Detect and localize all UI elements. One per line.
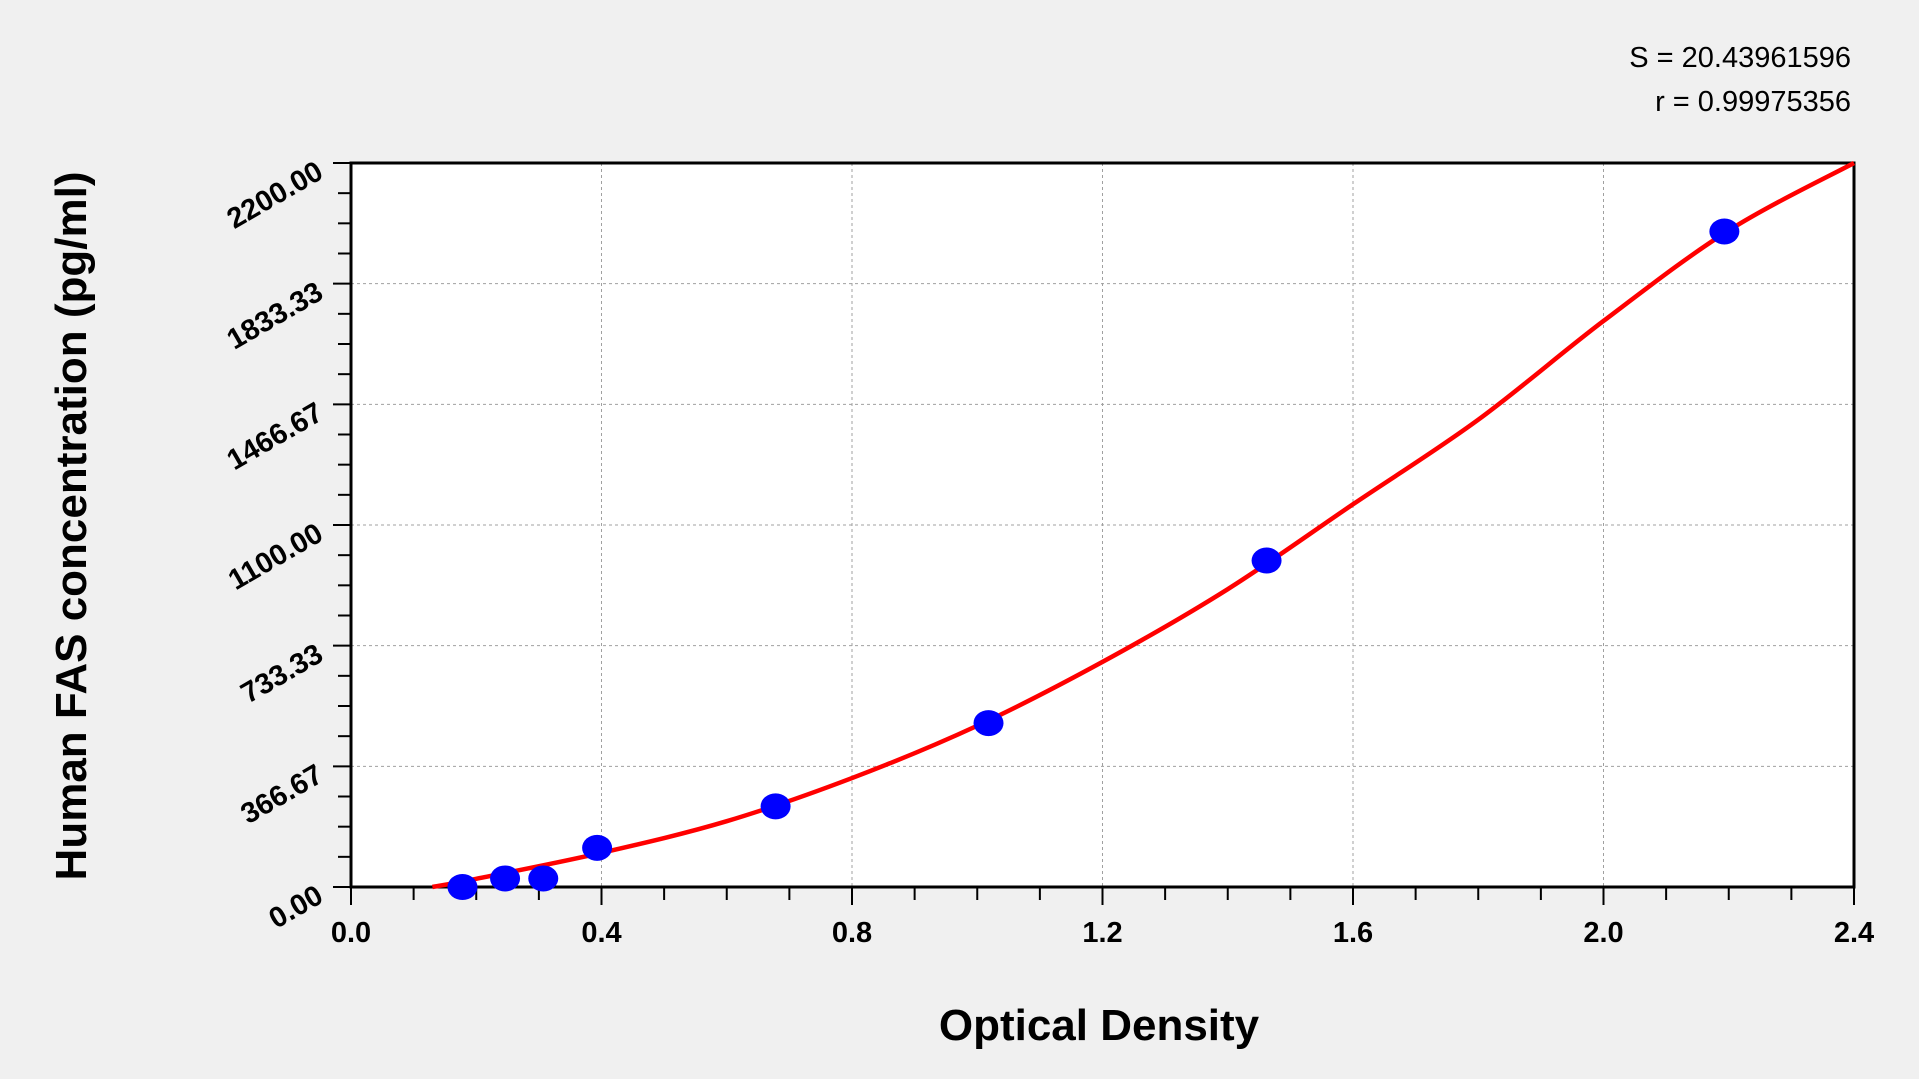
annotation-s: S = 20.43961596	[1629, 42, 1851, 74]
grid-lines	[351, 163, 1854, 887]
x-tick-label: 0.0	[331, 917, 371, 949]
data-point	[582, 834, 613, 861]
annotation-r: r = 0.99975356	[1655, 86, 1851, 118]
fit-curve	[431, 161, 1856, 890]
data-point	[1251, 547, 1282, 574]
data-point	[447, 874, 478, 900]
y-tick-label: 0.00	[264, 879, 329, 935]
y-tick-label: 733.33	[236, 638, 329, 710]
x-tick-label: 2.4	[1834, 917, 1874, 949]
y-tick-label: 1466.67	[222, 397, 329, 477]
y-tick-label: 2200.00	[222, 155, 329, 235]
data-point	[490, 865, 521, 892]
data-point	[1709, 218, 1740, 245]
y-axis-title: Human FAS concentration (pg/ml)	[47, 172, 96, 881]
x-tick-label: 0.8	[832, 917, 872, 949]
x-tick-label: 0.4	[581, 917, 621, 949]
data-point	[528, 865, 559, 892]
fit-curve-group	[431, 161, 1856, 890]
y-tick-label: 1100.00	[223, 517, 328, 596]
y-tick-label: 366.67	[236, 759, 329, 831]
data-point	[760, 793, 791, 820]
x-tick-label: 1.2	[1082, 917, 1122, 949]
y-tick-label: 1833.33	[222, 276, 329, 356]
data-point	[973, 710, 1004, 737]
x-tick-label: 1.6	[1333, 917, 1373, 949]
x-tick-label: 2.0	[1583, 917, 1623, 949]
data-points	[447, 218, 1740, 900]
x-axis-title: Optical Density	[939, 1001, 1260, 1050]
